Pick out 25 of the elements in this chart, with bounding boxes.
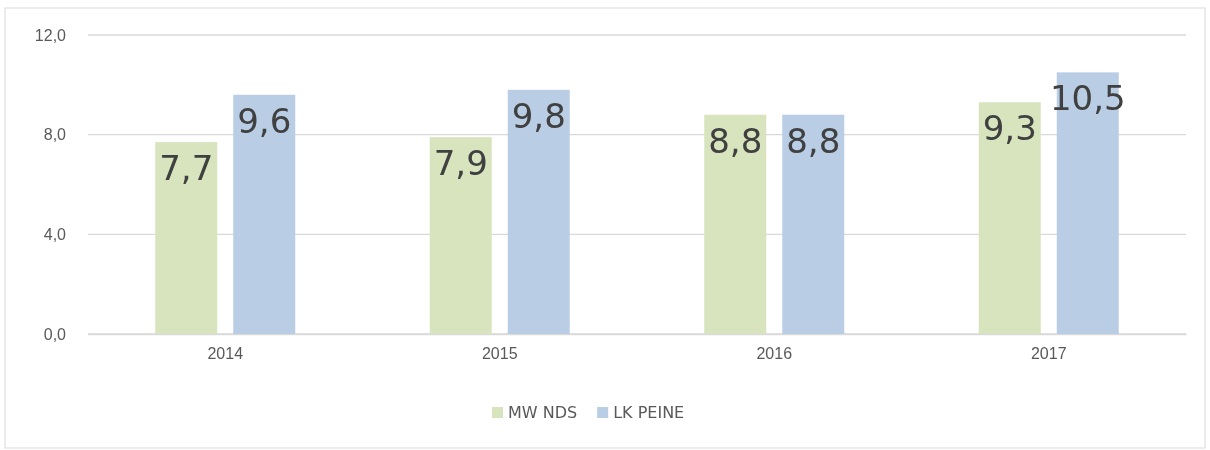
data-label: 9,6: [237, 100, 292, 141]
x-tick-label: 2017: [1030, 345, 1067, 363]
bar: [782, 114, 845, 334]
y-tick-label: 0,0: [43, 325, 67, 343]
bar: [155, 142, 218, 334]
y-tick-label: 4,0: [43, 225, 67, 243]
data-label: 10,5: [1049, 78, 1126, 119]
data-label: 8,8: [786, 120, 841, 161]
bar: [507, 89, 570, 334]
data-label: 9,8: [511, 95, 566, 136]
legend-label: MW NDS: [508, 403, 578, 422]
bar: [978, 102, 1041, 334]
bar: [704, 114, 767, 334]
x-tick-label: 2015: [481, 345, 518, 363]
data-label: 7,9: [433, 143, 488, 184]
y-tick-label: 8,0: [43, 126, 67, 144]
data-label: 7,7: [159, 148, 214, 189]
data-label: 9,3: [982, 108, 1037, 149]
y-tick-label: 12,0: [34, 26, 67, 44]
bar: [233, 94, 296, 334]
x-tick-label: 2016: [756, 345, 793, 363]
bar: [429, 137, 492, 334]
x-tick-label: 2014: [207, 345, 244, 363]
data-label: 8,8: [708, 120, 763, 161]
legend-label: LK PEINE: [613, 403, 685, 422]
